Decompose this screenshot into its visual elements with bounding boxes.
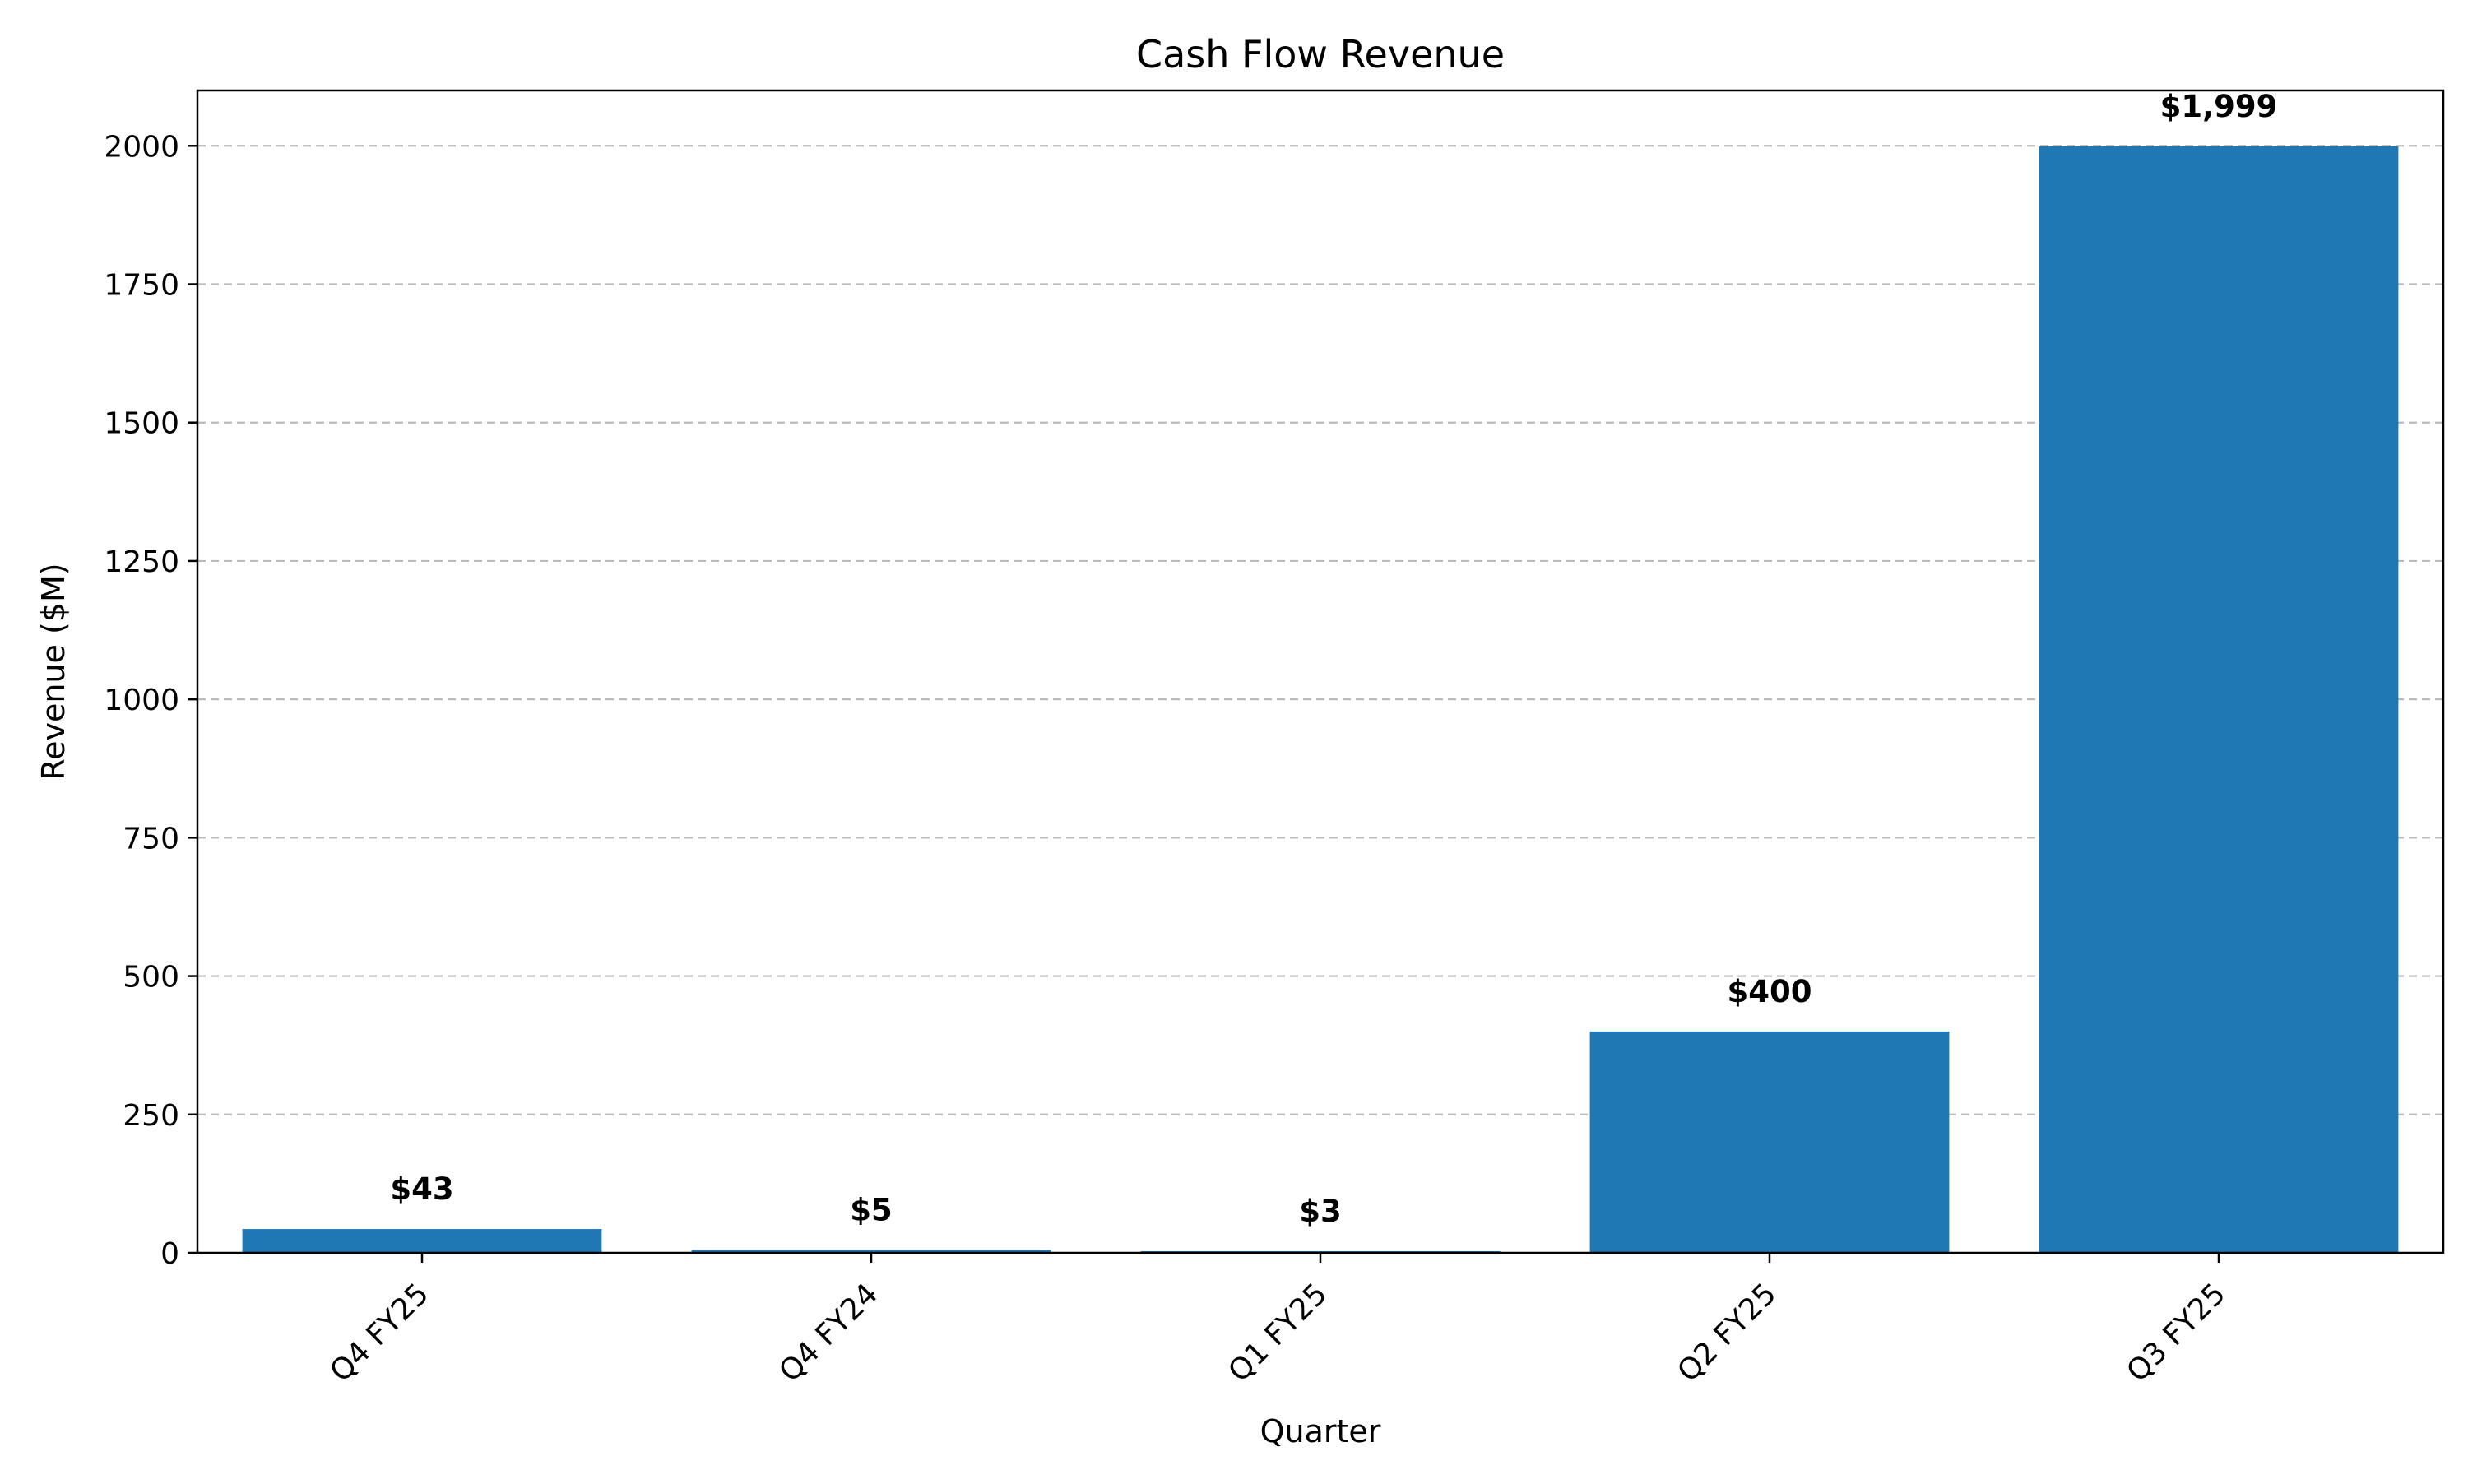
x-tick-label: Q2 FY25 <box>1671 1277 1783 1389</box>
grid-layer <box>197 145 2443 1115</box>
bar-layer <box>242 146 2399 1253</box>
x-axis-label: Quarter <box>1260 1413 1381 1449</box>
bar-value-label: $1,999 <box>2160 89 2278 124</box>
y-tick-label: 0 <box>160 1237 179 1271</box>
y-tick-label: 2000 <box>104 130 179 164</box>
y-tick-label: 1750 <box>104 269 179 303</box>
data-label-layer: $43 $5 $3 $400 $1,999 <box>390 89 2277 1229</box>
x-tick-label: Q4 FY25 <box>323 1277 435 1389</box>
y-tick-label: 1250 <box>104 545 179 579</box>
bar <box>691 1250 1051 1253</box>
y-tick-label: 750 <box>123 822 179 856</box>
y-tick-label: 500 <box>123 961 179 995</box>
chart-title: Cash Flow Revenue <box>1136 32 1505 77</box>
y-tick-label: 1000 <box>104 684 179 717</box>
x-tick-label: Q1 FY25 <box>1222 1277 1334 1389</box>
bar-value-label: $3 <box>1299 1194 1342 1229</box>
y-tick-label: 250 <box>123 1099 179 1133</box>
bar-value-label: $43 <box>390 1171 453 1207</box>
x-tick-label: Q3 FY25 <box>2120 1277 2232 1389</box>
x-tick-label: Q4 FY24 <box>772 1277 884 1389</box>
y-axis-label: Revenue ($M) <box>35 563 72 780</box>
bar <box>1589 1031 1950 1253</box>
bar-value-label: $400 <box>1728 974 1812 1009</box>
bar <box>242 1229 602 1253</box>
bar <box>2039 146 2399 1253</box>
bar-value-label: $5 <box>850 1193 893 1228</box>
y-tick-label: 1500 <box>104 407 179 441</box>
